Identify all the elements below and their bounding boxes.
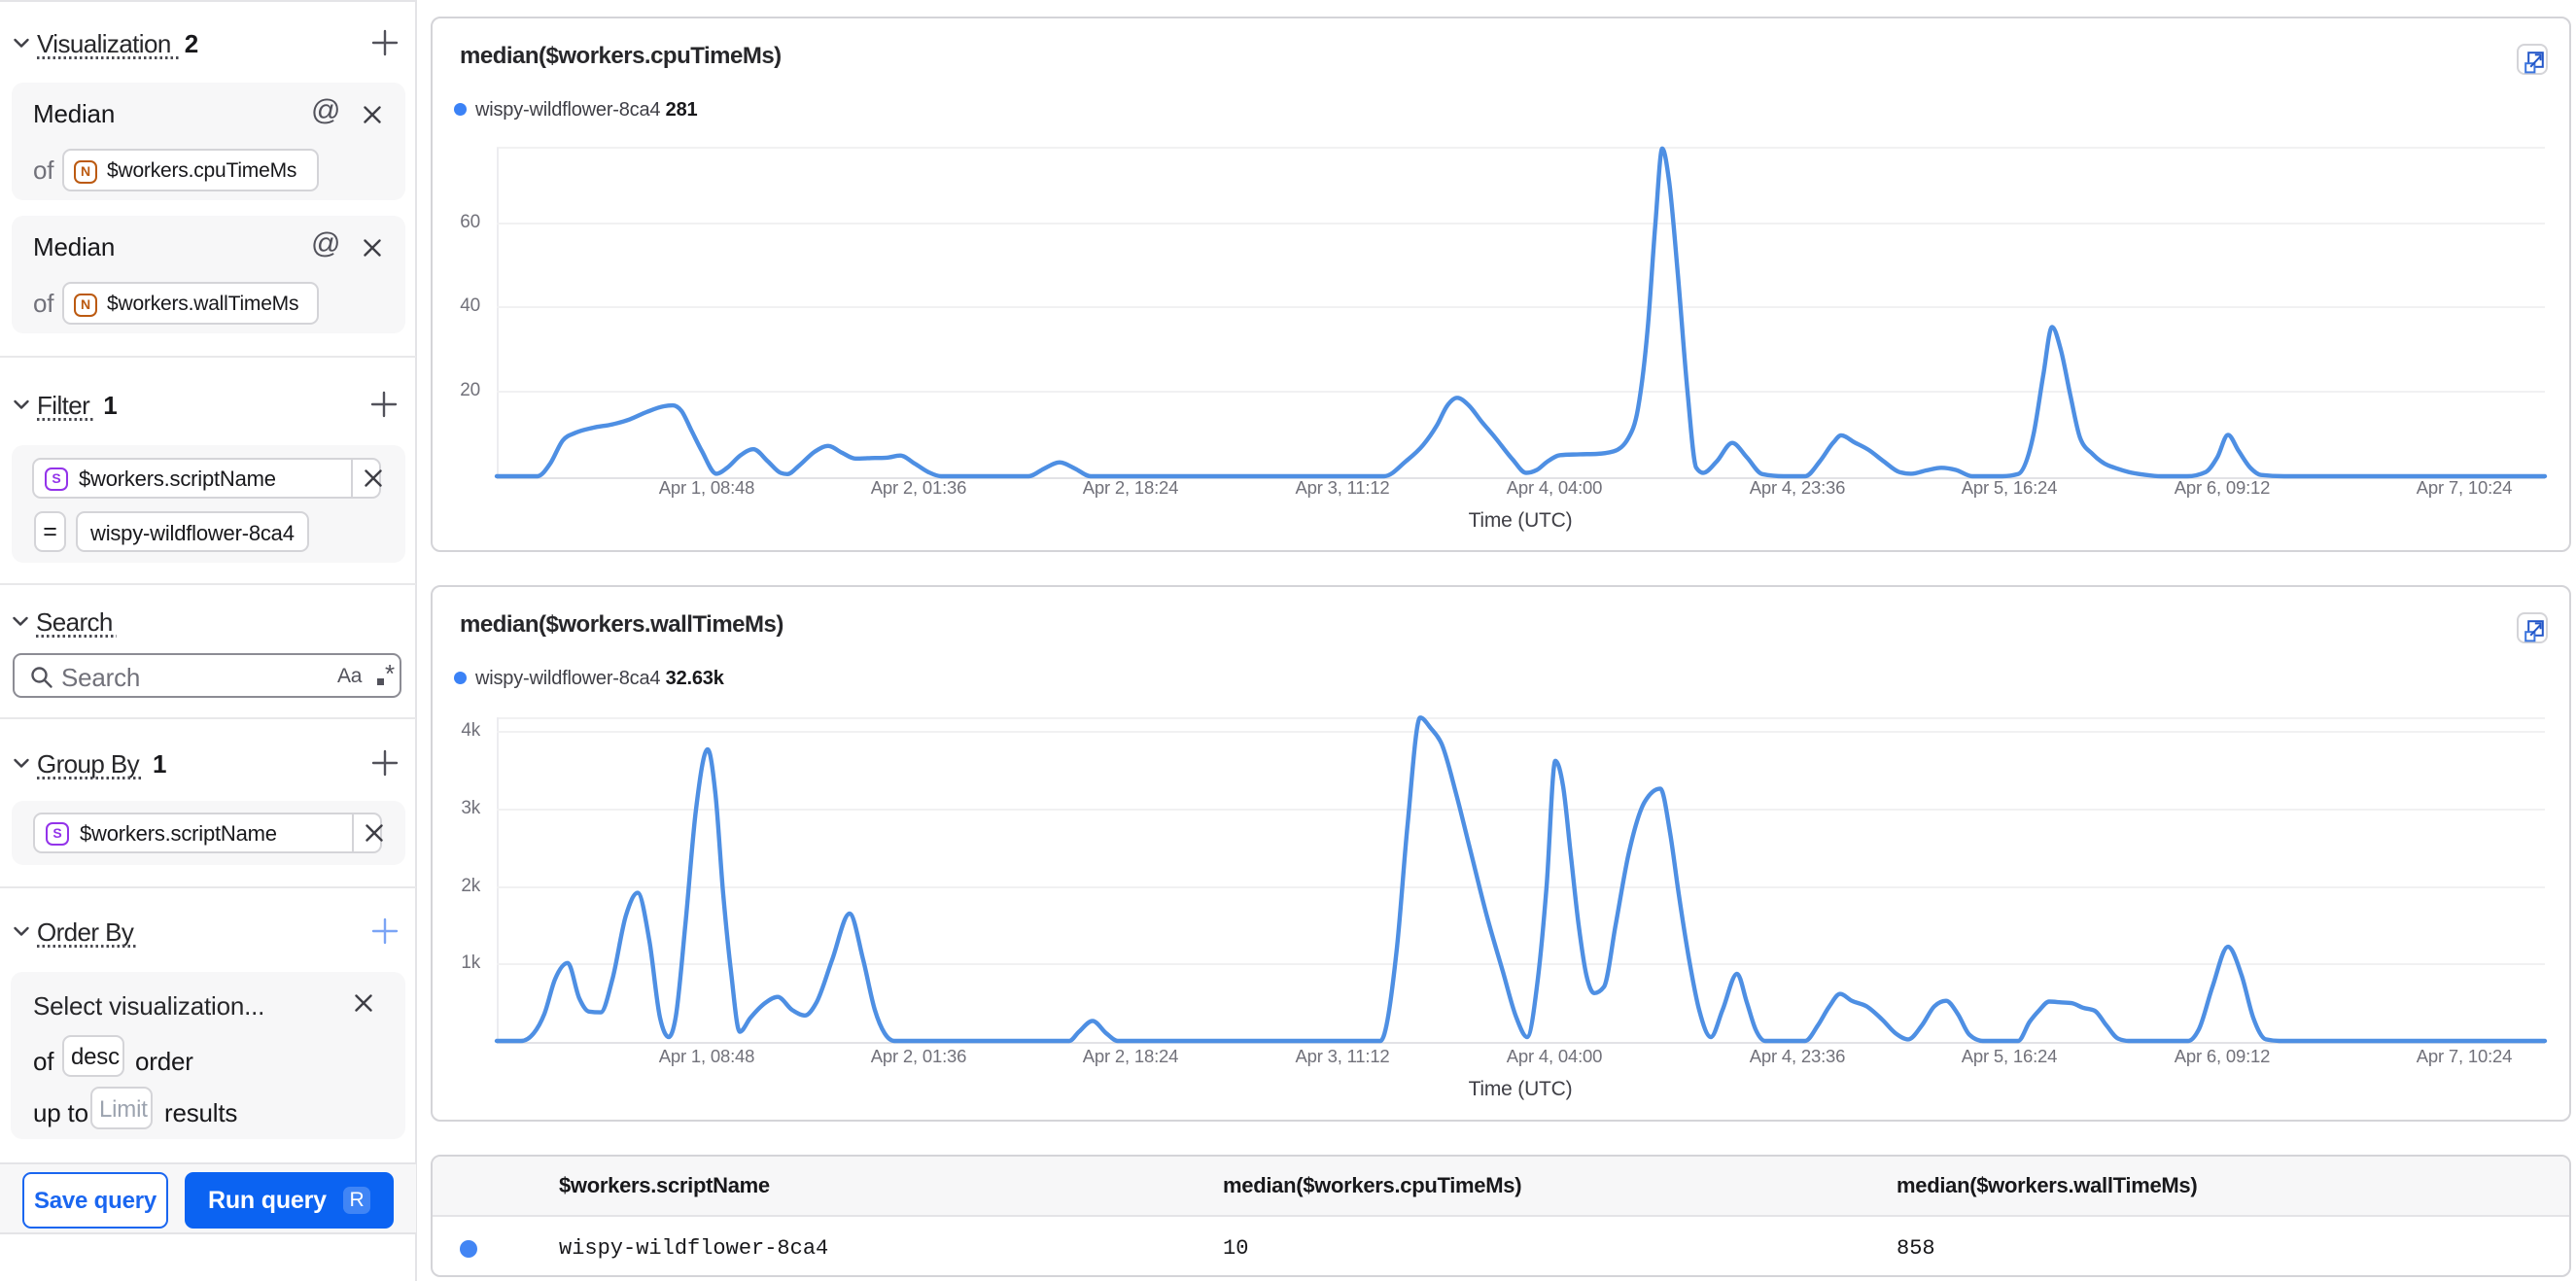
svg-text:*: * <box>385 663 395 688</box>
